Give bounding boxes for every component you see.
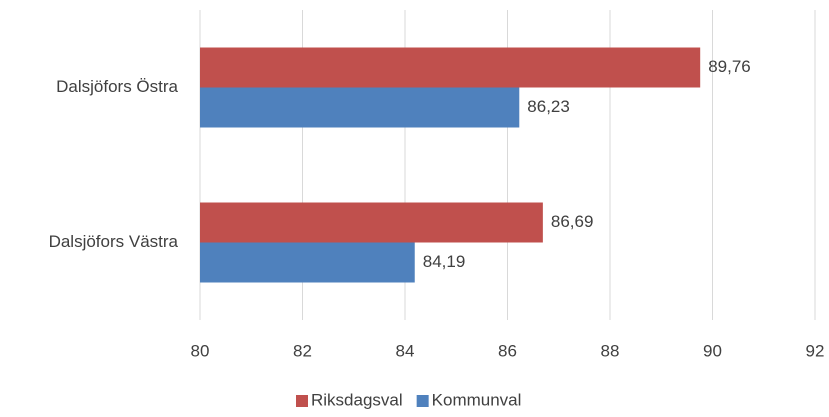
x-tick-label: 90 — [703, 341, 722, 360]
x-tick-label: 92 — [806, 341, 825, 360]
bar — [200, 202, 543, 243]
legend-swatch — [416, 395, 429, 407]
data-label: 89,76 — [708, 57, 751, 76]
legend-label: Riksdagsval — [311, 390, 403, 409]
x-tick-label: 80 — [191, 341, 210, 360]
y-tick-label: Dalsjöfors Östra — [56, 77, 178, 96]
data-label: 84,19 — [423, 252, 466, 271]
data-label: 86,23 — [527, 97, 570, 116]
x-tick-label: 86 — [498, 341, 517, 360]
bar — [200, 87, 520, 128]
x-tick-label: 84 — [396, 341, 415, 360]
legend-label: Kommunval — [432, 390, 522, 409]
bar — [200, 47, 701, 88]
bar — [200, 242, 415, 283]
y-tick-label: Dalsjöfors Västra — [49, 232, 179, 251]
x-tick-label: 88 — [601, 341, 620, 360]
legend-swatch — [296, 395, 308, 407]
x-tick-label: 82 — [293, 341, 312, 360]
data-label: 86,69 — [551, 212, 594, 231]
